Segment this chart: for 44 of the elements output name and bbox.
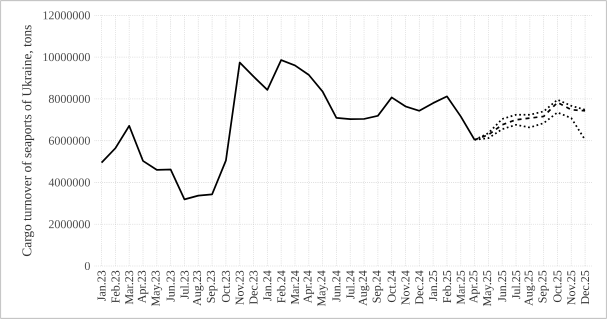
y-tick-label: 12000000 — [43, 11, 90, 20]
x-tick-label: Jan.23 — [98, 270, 106, 302]
x-tick-label: Jun.23 — [166, 270, 175, 302]
x-tick-label: Jun.25 — [498, 270, 506, 302]
x-tick-label: Dec.24 — [415, 270, 424, 304]
x-tick-label: May.23 — [152, 270, 162, 306]
x-tick-label: May.24 — [317, 270, 328, 306]
y-tick-label: 10000000 — [43, 53, 90, 62]
x-tick-label: Apr.24 — [304, 270, 314, 304]
x-tick-label: Jul.23 — [180, 270, 189, 300]
y-tick-label: 8000000 — [48, 94, 90, 103]
x-tick-label: Feb.24 — [276, 270, 286, 303]
x-tick-label: May.25 — [483, 270, 494, 306]
y-axis-title: Cargo turnover of seaports of Ukraine, tons — [22, 25, 34, 256]
x-tick-label: Oct.23 — [222, 270, 230, 302]
x-tick-label: Nov.25 — [567, 270, 576, 305]
x-tick-label: Mar.23 — [125, 270, 134, 304]
x-tick-label: Aug.23 — [193, 270, 204, 306]
y-tick-label: 2000000 — [48, 220, 90, 228]
x-tick-label: Sep.23 — [206, 270, 218, 302]
x-tick-label: Nov.23 — [236, 270, 244, 305]
x-tick-label: Nov.24 — [401, 270, 410, 305]
x-tick-label: Jan.24 — [263, 270, 272, 302]
x-tick-label: Oct.24 — [388, 270, 396, 302]
x-tick-label: Jul.25 — [512, 270, 520, 300]
x-tick-label: Jan.25 — [429, 270, 438, 302]
x-tick-label: Sep.24 — [372, 270, 384, 302]
x-tick-label: Feb.23 — [111, 270, 120, 303]
x-tick-label: Aug.25 — [524, 270, 536, 306]
x-tick-label: Mar.25 — [456, 270, 465, 304]
x-tick-label: Apr.25 — [469, 270, 480, 304]
x-tick-label: Apr.23 — [138, 270, 148, 304]
x-tick-label: Jun.24 — [332, 270, 340, 302]
x-tick-label: Sep.25 — [538, 270, 549, 302]
y-tick-label: 4000000 — [48, 178, 90, 187]
x-tick-label: Dec.25 — [581, 270, 590, 304]
x-tick-label: Oct.25 — [553, 270, 562, 302]
y-tick-label: 6000000 — [48, 136, 90, 145]
y-tick-label: 0 — [84, 262, 90, 270]
x-tick-label: Dec.23 — [249, 270, 258, 304]
x-tick-label: Jul.24 — [346, 270, 354, 300]
x-tick-label: Mar.24 — [290, 270, 300, 304]
x-tick-label: Aug.24 — [358, 270, 370, 306]
x-tick-label: Feb.25 — [442, 270, 452, 303]
